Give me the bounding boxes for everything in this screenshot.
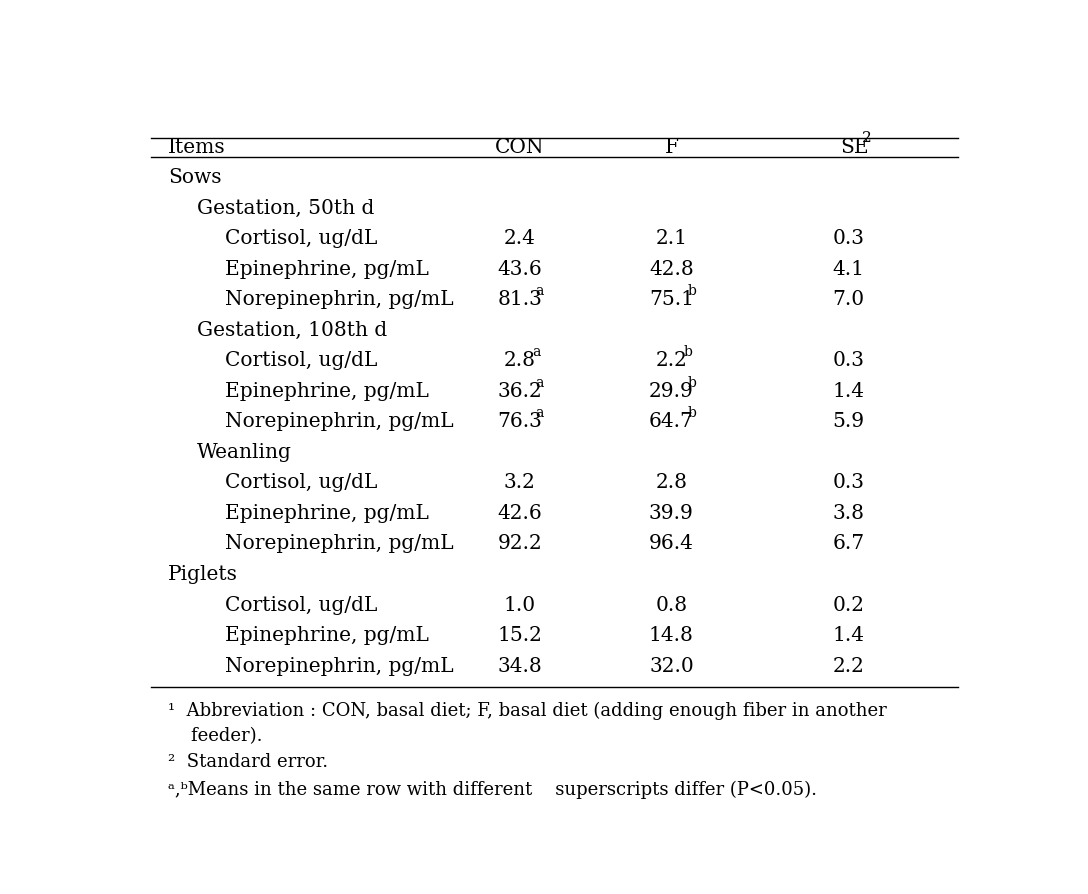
Text: SE: SE	[840, 138, 868, 156]
Text: 39.9: 39.9	[650, 504, 694, 523]
Text: 29.9: 29.9	[650, 382, 694, 401]
Text: 7.0: 7.0	[832, 291, 865, 309]
Text: 4.1: 4.1	[832, 260, 865, 279]
Text: Cortisol, ug/dL: Cortisol, ug/dL	[224, 229, 376, 249]
Text: Norepinephrin, pg/mL: Norepinephrin, pg/mL	[224, 412, 454, 432]
Text: 42.6: 42.6	[497, 504, 542, 523]
Text: 0.3: 0.3	[832, 229, 865, 249]
Text: a: a	[532, 345, 541, 359]
Text: 15.2: 15.2	[497, 626, 542, 645]
Text: 2.8: 2.8	[655, 474, 688, 493]
Text: 34.8: 34.8	[497, 656, 542, 676]
Text: Gestation, 50th d: Gestation, 50th d	[197, 198, 374, 217]
Text: Epinephrine, pg/mL: Epinephrine, pg/mL	[224, 382, 429, 401]
Text: feeder).: feeder).	[168, 727, 262, 745]
Text: 0.8: 0.8	[655, 595, 688, 614]
Text: 36.2: 36.2	[497, 382, 542, 401]
Text: 2.1: 2.1	[655, 229, 688, 249]
Text: 0.3: 0.3	[832, 474, 865, 493]
Text: Weanling: Weanling	[197, 443, 292, 462]
Text: 2.4: 2.4	[504, 229, 535, 249]
Text: 2.8: 2.8	[504, 351, 535, 370]
Text: Cortisol, ug/dL: Cortisol, ug/dL	[224, 595, 376, 614]
Text: 81.3: 81.3	[497, 291, 542, 309]
Text: 0.3: 0.3	[832, 351, 865, 370]
Text: 14.8: 14.8	[650, 626, 694, 645]
Text: Epinephrine, pg/mL: Epinephrine, pg/mL	[224, 260, 429, 279]
Text: b: b	[688, 406, 696, 420]
Text: Piglets: Piglets	[168, 565, 238, 584]
Text: Norepinephrin, pg/mL: Norepinephrin, pg/mL	[224, 656, 454, 676]
Text: ¹  Abbreviation : CON, basal diet; F, basal diet (adding enough fiber in another: ¹ Abbreviation : CON, basal diet; F, bas…	[168, 702, 887, 721]
Text: 96.4: 96.4	[650, 535, 694, 553]
Text: b: b	[688, 284, 696, 299]
Text: 2.2: 2.2	[655, 351, 688, 370]
Text: F: F	[665, 138, 679, 156]
Text: 2: 2	[862, 131, 871, 145]
Text: 92.2: 92.2	[497, 535, 542, 553]
Text: b: b	[688, 375, 696, 390]
Text: Sows: Sows	[168, 168, 222, 187]
Text: 42.8: 42.8	[650, 260, 694, 279]
Text: 1.4: 1.4	[832, 626, 865, 645]
Text: 64.7: 64.7	[650, 412, 694, 432]
Text: Norepinephrin, pg/mL: Norepinephrin, pg/mL	[224, 535, 454, 553]
Text: 76.3: 76.3	[497, 412, 542, 432]
Text: Epinephrine, pg/mL: Epinephrine, pg/mL	[224, 626, 429, 645]
Text: Items: Items	[168, 138, 225, 156]
Text: 1.4: 1.4	[832, 382, 865, 401]
Text: a: a	[535, 284, 544, 299]
Text: 32.0: 32.0	[650, 656, 694, 676]
Text: Cortisol, ug/dL: Cortisol, ug/dL	[224, 351, 376, 370]
Text: a: a	[535, 375, 544, 390]
Text: 5.9: 5.9	[832, 412, 865, 432]
Text: CON: CON	[495, 138, 544, 156]
Text: Norepinephrin, pg/mL: Norepinephrin, pg/mL	[224, 291, 454, 309]
Text: 0.2: 0.2	[832, 595, 865, 614]
Text: a: a	[535, 406, 544, 420]
Text: 1.0: 1.0	[504, 595, 535, 614]
Text: 43.6: 43.6	[497, 260, 542, 279]
Text: ²  Standard error.: ² Standard error.	[168, 753, 329, 771]
Text: 3.2: 3.2	[504, 474, 535, 493]
Text: 75.1: 75.1	[648, 291, 694, 309]
Text: ᵃ,ᵇMeans in the same row with different    superscripts differ (P<0.05).: ᵃ,ᵇMeans in the same row with different …	[168, 780, 817, 798]
Text: 3.8: 3.8	[832, 504, 865, 523]
Text: 6.7: 6.7	[832, 535, 865, 553]
Text: Cortisol, ug/dL: Cortisol, ug/dL	[224, 474, 376, 493]
Text: 2.2: 2.2	[832, 656, 865, 676]
Text: Gestation, 108th d: Gestation, 108th d	[197, 321, 387, 340]
Text: b: b	[684, 345, 693, 359]
Text: Epinephrine, pg/mL: Epinephrine, pg/mL	[224, 504, 429, 523]
